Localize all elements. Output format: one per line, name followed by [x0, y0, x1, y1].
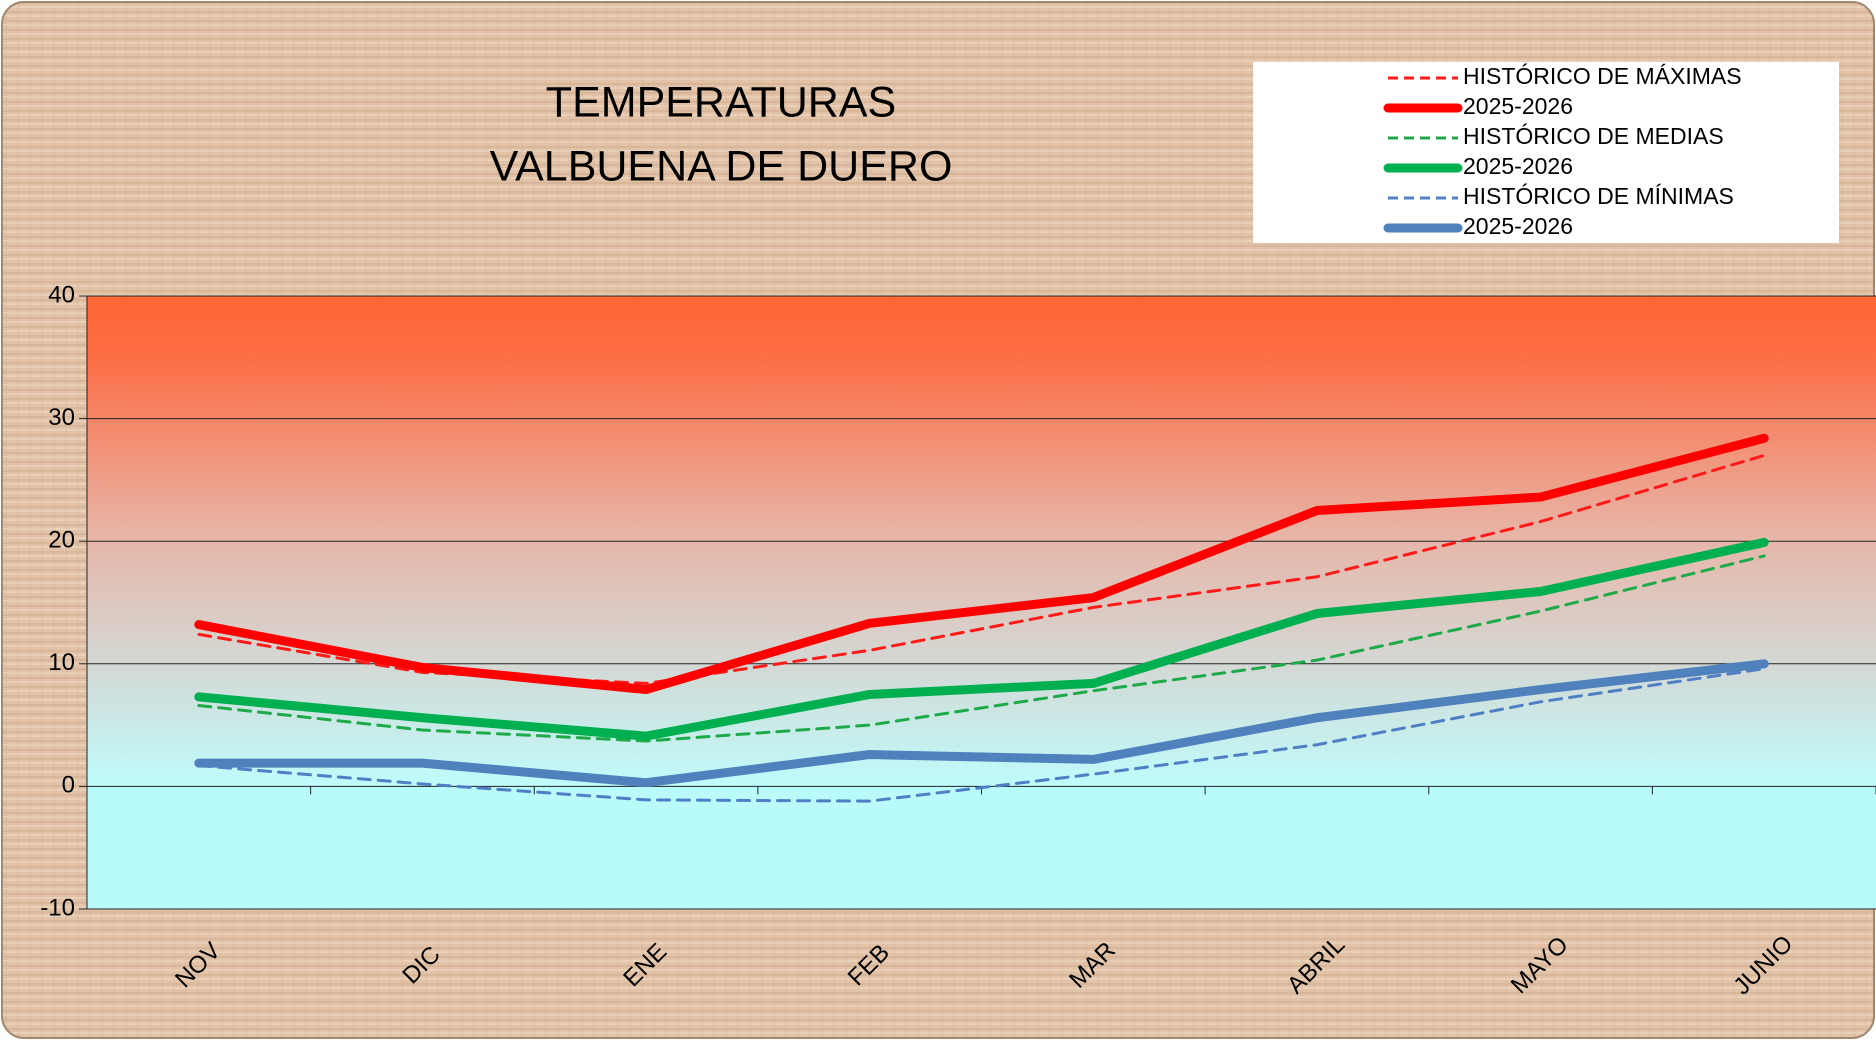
chart-title: TEMPERATURAS — [546, 78, 896, 126]
legend-label: HISTÓRICO DE MÍNIMAS — [1463, 183, 1734, 209]
legend-box — [1253, 62, 1839, 243]
y-tick-label: 30 — [48, 404, 75, 431]
series-line — [194, 659, 1769, 788]
y-tick-label: 40 — [48, 281, 75, 308]
historical-line — [197, 667, 1766, 803]
y-tick-label: -10 — [40, 894, 75, 921]
legend-label: 2025-2026 — [1463, 93, 1573, 119]
legend-label: 2025-2026 — [1463, 213, 1573, 239]
legend-label: 2025-2026 — [1463, 153, 1573, 179]
y-tick-label: 0 — [62, 772, 75, 799]
series-line — [194, 537, 1769, 741]
y-tick-label: 10 — [48, 649, 75, 676]
series-line — [194, 433, 1769, 695]
legend-label: HISTÓRICO DE MÁXIMAS — [1463, 63, 1742, 89]
chart-title: VALBUENA DE DUERO — [490, 142, 953, 190]
legend-label: HISTÓRICO DE MEDIAS — [1463, 123, 1724, 149]
historical-line — [197, 554, 1766, 743]
y-tick-label: 20 — [48, 527, 75, 554]
below-zero — [87, 786, 1876, 909]
